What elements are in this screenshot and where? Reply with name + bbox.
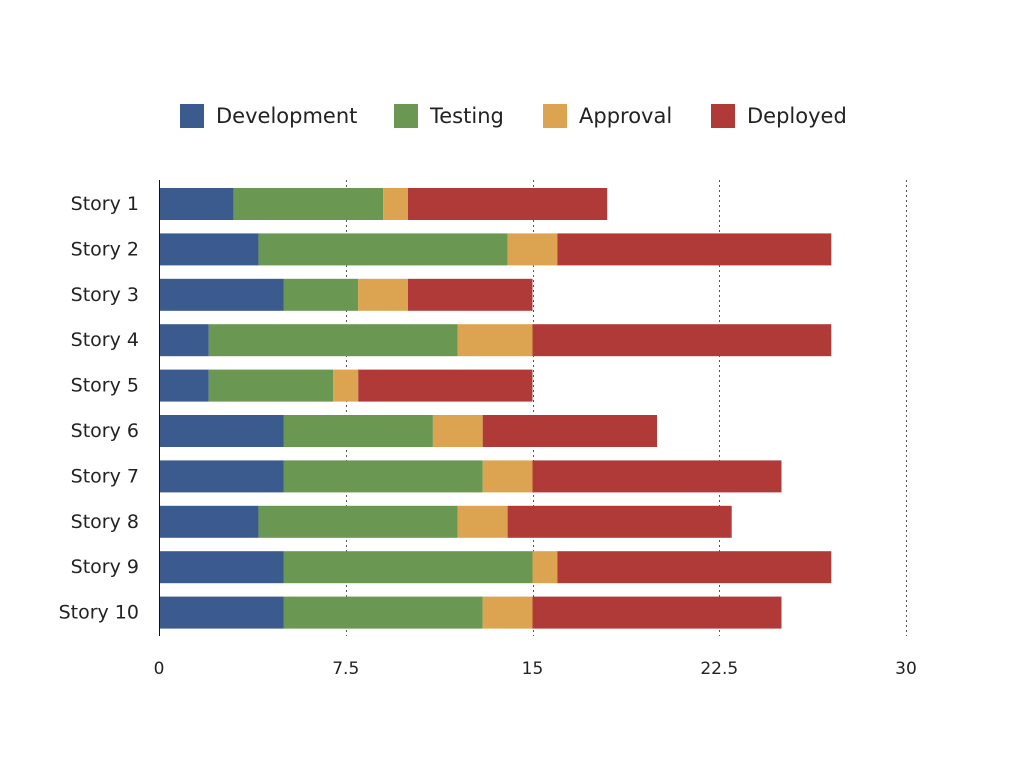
legend-label: Approval — [579, 104, 672, 128]
bar-approval-story-2 — [508, 233, 558, 265]
bar-deployed-story-8 — [508, 506, 732, 538]
bar-approval-story-4 — [458, 324, 533, 356]
legend-item-testing: Testing — [394, 104, 504, 128]
bar-approval-story-3 — [358, 279, 408, 311]
bar-deployed-story-1 — [408, 188, 607, 220]
category-label: Story 4 — [71, 329, 139, 351]
bar-testing-story-4 — [209, 324, 458, 356]
x-tick-label: 15 — [522, 659, 544, 679]
category-label: Story 3 — [71, 284, 139, 306]
category-label: Story 7 — [71, 465, 139, 487]
x-tick-label: 7.5 — [332, 659, 359, 679]
legend: Development Testing Approval Deployed — [180, 104, 847, 128]
bar-development-story-2 — [159, 233, 259, 265]
bar-approval-story-10 — [483, 597, 533, 629]
bar-testing-story-6 — [284, 415, 433, 447]
bar-approval-story-8 — [458, 506, 508, 538]
bar-testing-story-3 — [284, 279, 359, 311]
bar-development-story-9 — [159, 551, 284, 583]
bar-deployed-story-2 — [557, 233, 831, 265]
x-tick-label: 22.5 — [700, 659, 738, 679]
bar-development-story-5 — [159, 370, 209, 402]
category-label: Story 8 — [71, 511, 139, 533]
legend-label: Development — [216, 104, 357, 128]
bar-testing-story-7 — [284, 460, 483, 492]
legend-swatch — [180, 104, 204, 128]
x-tick-label: 30 — [895, 659, 917, 679]
legend-label: Deployed — [747, 104, 847, 128]
category-label: Story 2 — [71, 238, 139, 260]
bar-deployed-story-5 — [358, 370, 532, 402]
bar-development-story-6 — [159, 415, 284, 447]
bar-deployed-story-9 — [557, 551, 831, 583]
legend-item-development: Development — [180, 104, 357, 128]
bar-approval-story-7 — [483, 460, 533, 492]
x-tick-label: 0 — [154, 659, 165, 679]
bars — [159, 188, 831, 629]
bar-development-story-4 — [159, 324, 209, 356]
bar-development-story-7 — [159, 460, 284, 492]
bar-deployed-story-10 — [533, 597, 782, 629]
bar-approval-story-1 — [383, 188, 408, 220]
category-label: Story 5 — [71, 375, 139, 397]
bar-deployed-story-7 — [533, 460, 782, 492]
bar-testing-story-1 — [234, 188, 383, 220]
bar-deployed-story-6 — [483, 415, 657, 447]
bar-development-story-8 — [159, 506, 259, 538]
legend-item-approval: Approval — [543, 104, 672, 128]
legend-swatch — [543, 104, 567, 128]
bar-testing-story-10 — [284, 597, 483, 629]
legend-label: Testing — [429, 104, 504, 128]
category-label: Story 1 — [71, 193, 139, 215]
bar-testing-story-2 — [259, 233, 508, 265]
bar-approval-story-6 — [433, 415, 483, 447]
bar-testing-story-8 — [259, 506, 458, 538]
bar-deployed-story-4 — [533, 324, 832, 356]
bar-development-story-10 — [159, 597, 284, 629]
legend-item-deployed: Deployed — [711, 104, 847, 128]
bar-approval-story-5 — [333, 370, 358, 402]
bar-development-story-1 — [159, 188, 234, 220]
category-label: Story 9 — [71, 556, 139, 578]
category-label: Story 6 — [71, 420, 139, 442]
legend-swatch — [711, 104, 735, 128]
legend-swatch — [394, 104, 418, 128]
bar-deployed-story-3 — [408, 279, 533, 311]
bar-approval-story-9 — [533, 551, 558, 583]
bar-testing-story-5 — [209, 370, 333, 402]
category-label: Story 10 — [59, 602, 139, 624]
bar-development-story-3 — [159, 279, 284, 311]
bar-testing-story-9 — [284, 551, 533, 583]
